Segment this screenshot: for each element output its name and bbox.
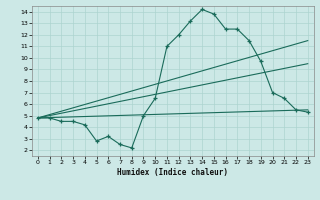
- X-axis label: Humidex (Indice chaleur): Humidex (Indice chaleur): [117, 168, 228, 177]
